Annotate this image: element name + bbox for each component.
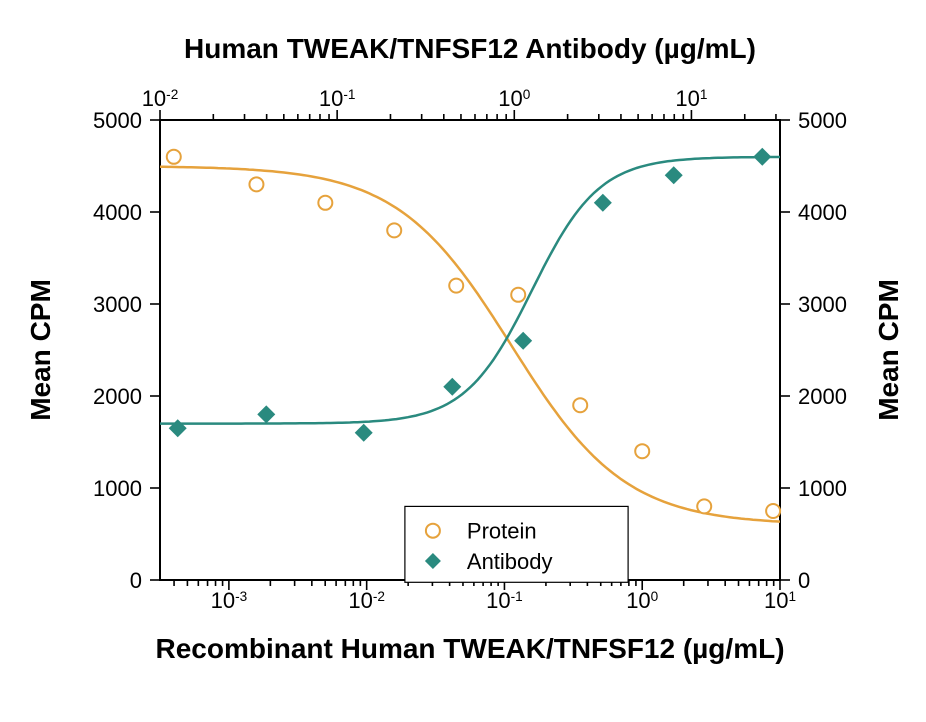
svg-text:Recombinant Human TWEAK/TNFSF1: Recombinant Human TWEAK/TNFSF12 (µg/mL) [155, 633, 784, 664]
svg-text:10-2: 10-2 [142, 86, 179, 111]
svg-text:0: 0 [130, 568, 142, 593]
dose-response-chart: 0 0 1000 1000 2000 2000 3000 3000 4000 4000 5000 50… [0, 0, 926, 722]
protein-point [697, 499, 711, 513]
protein-point [387, 223, 401, 237]
protein-point [318, 196, 332, 210]
svg-text:100: 100 [626, 588, 658, 613]
antibody-point [355, 424, 373, 442]
svg-text:5000: 5000 [93, 108, 142, 133]
svg-text:10-1: 10-1 [319, 86, 356, 111]
svg-text:101: 101 [675, 86, 707, 111]
svg-text:2000: 2000 [93, 384, 142, 409]
protein-point [573, 398, 587, 412]
antibody-fit-line [160, 157, 780, 424]
antibody-point [257, 405, 275, 423]
svg-text:10-1: 10-1 [486, 588, 523, 613]
svg-text:3000: 3000 [93, 292, 142, 317]
svg-text:4000: 4000 [93, 200, 142, 225]
legend-antibody-label: Antibody [467, 549, 553, 574]
svg-text:5000: 5000 [798, 108, 847, 133]
svg-text:2000: 2000 [798, 384, 847, 409]
svg-text:10-2: 10-2 [348, 588, 385, 613]
protein-point [167, 150, 181, 164]
svg-text:4000: 4000 [798, 200, 847, 225]
protein-fit-line [160, 167, 780, 522]
antibody-point [753, 148, 771, 166]
svg-text:Mean CPM: Mean CPM [873, 279, 904, 421]
antibody-point [169, 419, 187, 437]
antibody-point [443, 378, 461, 396]
svg-text:Mean CPM: Mean CPM [25, 279, 56, 421]
antibody-point [665, 166, 683, 184]
protein-point [449, 279, 463, 293]
chart-container: 0 0 1000 1000 2000 2000 3000 3000 4000 4000 5000 50… [0, 0, 926, 722]
svg-text:1000: 1000 [798, 476, 847, 501]
legend-protein-label: Protein [467, 519, 537, 544]
svg-text:10-3: 10-3 [211, 588, 248, 613]
svg-text:100: 100 [498, 86, 530, 111]
antibody-point [594, 194, 612, 212]
legend-protein-icon [426, 524, 440, 538]
antibody-point [514, 332, 532, 350]
protein-point [635, 444, 649, 458]
svg-text:1000: 1000 [93, 476, 142, 501]
protein-point [511, 288, 525, 302]
svg-text:3000: 3000 [798, 292, 847, 317]
protein-point [766, 504, 780, 518]
protein-point [249, 177, 263, 191]
svg-text:Human TWEAK/TNFSF12 Antibody (: Human TWEAK/TNFSF12 Antibody (µg/mL) [184, 33, 756, 64]
svg-text:101: 101 [764, 588, 796, 613]
svg-text:0: 0 [798, 568, 810, 593]
